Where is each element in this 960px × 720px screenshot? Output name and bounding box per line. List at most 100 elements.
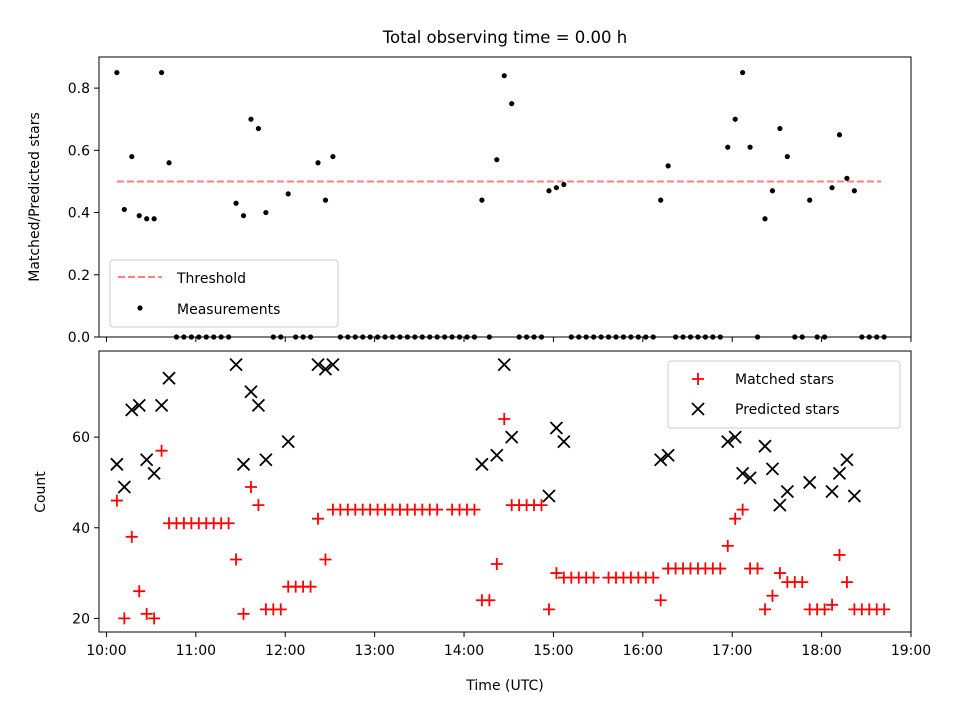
data-point <box>151 216 157 222</box>
data-point <box>803 475 817 490</box>
data-point <box>244 480 257 493</box>
x-tick-label: 15:00 <box>533 643 573 659</box>
data-point <box>535 499 548 512</box>
data-point <box>725 144 731 150</box>
data-point <box>136 213 142 219</box>
data-point <box>758 439 772 453</box>
data-point <box>240 213 247 219</box>
bottom-axes: 10:00 11:00 12:00 13:00 14:00 15:00 16:00 17:00… <box>72 430 931 659</box>
y-tick-label: 20 <box>72 611 90 627</box>
data-point <box>483 594 496 607</box>
data-point <box>132 398 146 413</box>
data-point <box>140 453 154 467</box>
data-point <box>274 603 287 616</box>
y-tick-label: 0.0 <box>68 330 90 346</box>
panel-top: 0.00.20.40.60.8 Matched/Predicted stars … <box>27 56 912 346</box>
data-point <box>501 73 507 79</box>
legend-predicted-label: Predicted stars <box>735 402 840 418</box>
data-point <box>490 558 503 571</box>
x-tick-label: 10:00 <box>86 643 126 659</box>
legend-measurements-swatch <box>137 305 143 311</box>
panel-bottom: 10:00 11:00 12:00 13:00 14:00 15:00 16:00 17:00… <box>33 350 931 694</box>
data-point <box>661 448 675 462</box>
data-point <box>729 512 742 525</box>
data-point <box>431 503 444 516</box>
data-point <box>129 153 135 160</box>
data-point <box>553 185 560 191</box>
data-point <box>252 499 265 512</box>
data-point <box>222 517 235 530</box>
data-point <box>166 160 172 166</box>
top-axes: 0.0 0.2 0.4 0.6 0.8 <box>68 81 912 346</box>
data-point <box>233 200 239 206</box>
x-tick-label: 18:00 <box>801 643 841 659</box>
data-point <box>259 453 273 467</box>
x-tick-label: 12:00 <box>265 643 305 659</box>
data-point <box>263 209 269 216</box>
data-point <box>479 197 485 203</box>
data-point <box>832 466 847 481</box>
data-point <box>110 494 123 507</box>
data-point <box>833 548 846 561</box>
data-point <box>117 480 131 494</box>
data-point <box>315 160 321 166</box>
data-point <box>557 435 571 449</box>
data-point <box>133 585 146 598</box>
y-tick-label: 0.2 <box>68 268 90 284</box>
data-point <box>721 539 734 552</box>
data-point <box>281 435 295 449</box>
bottom-axes-frame <box>98 350 912 633</box>
x-tick-label: 13:00 <box>354 643 394 659</box>
data-point <box>847 489 862 503</box>
data-point <box>665 163 671 169</box>
data-point <box>796 576 809 589</box>
data-point <box>468 503 481 516</box>
data-point <box>777 125 783 132</box>
top-legend: Threshold Measurements <box>109 259 339 328</box>
data-point <box>148 612 161 625</box>
data-point <box>155 444 168 457</box>
data-point <box>818 603 831 616</box>
top-axes-frame <box>98 56 912 338</box>
data-point <box>732 116 738 122</box>
bottom-legend-box <box>667 360 901 429</box>
data-point <box>147 466 161 481</box>
bottom-ylabel: Count <box>33 471 49 513</box>
data-point <box>311 357 325 372</box>
data-point <box>542 489 556 503</box>
data-point <box>236 457 251 471</box>
data-point <box>322 197 329 203</box>
data-point <box>758 603 771 616</box>
data-point <box>826 598 839 611</box>
x-tick-label: 14:00 <box>444 643 484 659</box>
data-point <box>773 567 786 580</box>
data-point <box>251 398 266 413</box>
data-point <box>154 398 169 413</box>
data-point <box>546 188 552 194</box>
data-point <box>330 153 336 160</box>
legend-predicted-swatch <box>691 402 705 416</box>
data-point <box>118 612 131 625</box>
data-point <box>840 576 853 589</box>
bottom-xlabel: Time (UTC) <box>465 678 543 694</box>
data-point <box>747 144 753 150</box>
data-point <box>844 175 850 181</box>
data-point <box>654 594 667 607</box>
data-point <box>740 69 746 76</box>
data-point <box>144 216 150 222</box>
legend-measurements-label: Measurements <box>177 302 280 318</box>
data-point <box>244 385 258 399</box>
y-tick-label: 0.8 <box>68 81 90 97</box>
data-point <box>230 553 243 566</box>
data-point <box>549 421 564 435</box>
x-tick-label: 19:00 <box>891 643 931 659</box>
y-tick-label: 60 <box>72 430 90 446</box>
y-tick-label: 40 <box>72 521 90 537</box>
data-point <box>505 430 519 444</box>
data-point <box>248 116 254 122</box>
data-point <box>509 101 515 107</box>
data-point <box>114 69 120 76</box>
data-point <box>728 430 742 444</box>
data-point <box>647 571 660 584</box>
data-point <box>714 562 727 575</box>
